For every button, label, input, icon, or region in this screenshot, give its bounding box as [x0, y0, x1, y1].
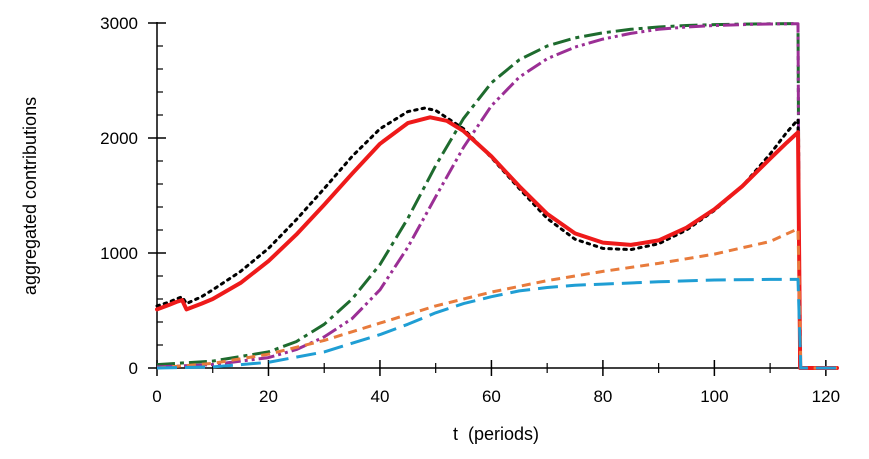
series-line-purple-dash-dot-dot — [156, 22, 837, 370]
x-tick-label: 120 — [812, 387, 840, 406]
x-tick-label: 100 — [700, 387, 728, 406]
series-line-orange-dashed — [156, 227, 837, 370]
y-tick-label: 2000 — [100, 129, 138, 148]
y-tick-label: 3000 — [100, 14, 138, 33]
x-tick-label: 40 — [370, 387, 389, 406]
series-line-black-dotted — [155, 106, 839, 370]
x-axis-title: t (periods) — [453, 424, 539, 444]
axes: 0 1000 2000 3000 0 20 40 60 80 100 120 — [100, 14, 840, 406]
labels: t (periods) aggregated contributions — [20, 97, 539, 444]
y-axis-title: aggregated contributions — [20, 97, 40, 295]
x-tick-label: 80 — [593, 387, 612, 406]
x-tick-label: 0 — [152, 387, 161, 406]
series-line-green-dash-dot — [156, 22, 837, 370]
y-tick-label: 1000 — [100, 244, 138, 263]
series-line-red-solid — [155, 115, 839, 370]
series-line-blue-long-dashed — [156, 277, 837, 370]
x-tick-label: 60 — [482, 387, 501, 406]
x-tick-label: 20 — [259, 387, 278, 406]
series-layer — [155, 22, 839, 370]
y-tick-label: 0 — [129, 359, 138, 378]
